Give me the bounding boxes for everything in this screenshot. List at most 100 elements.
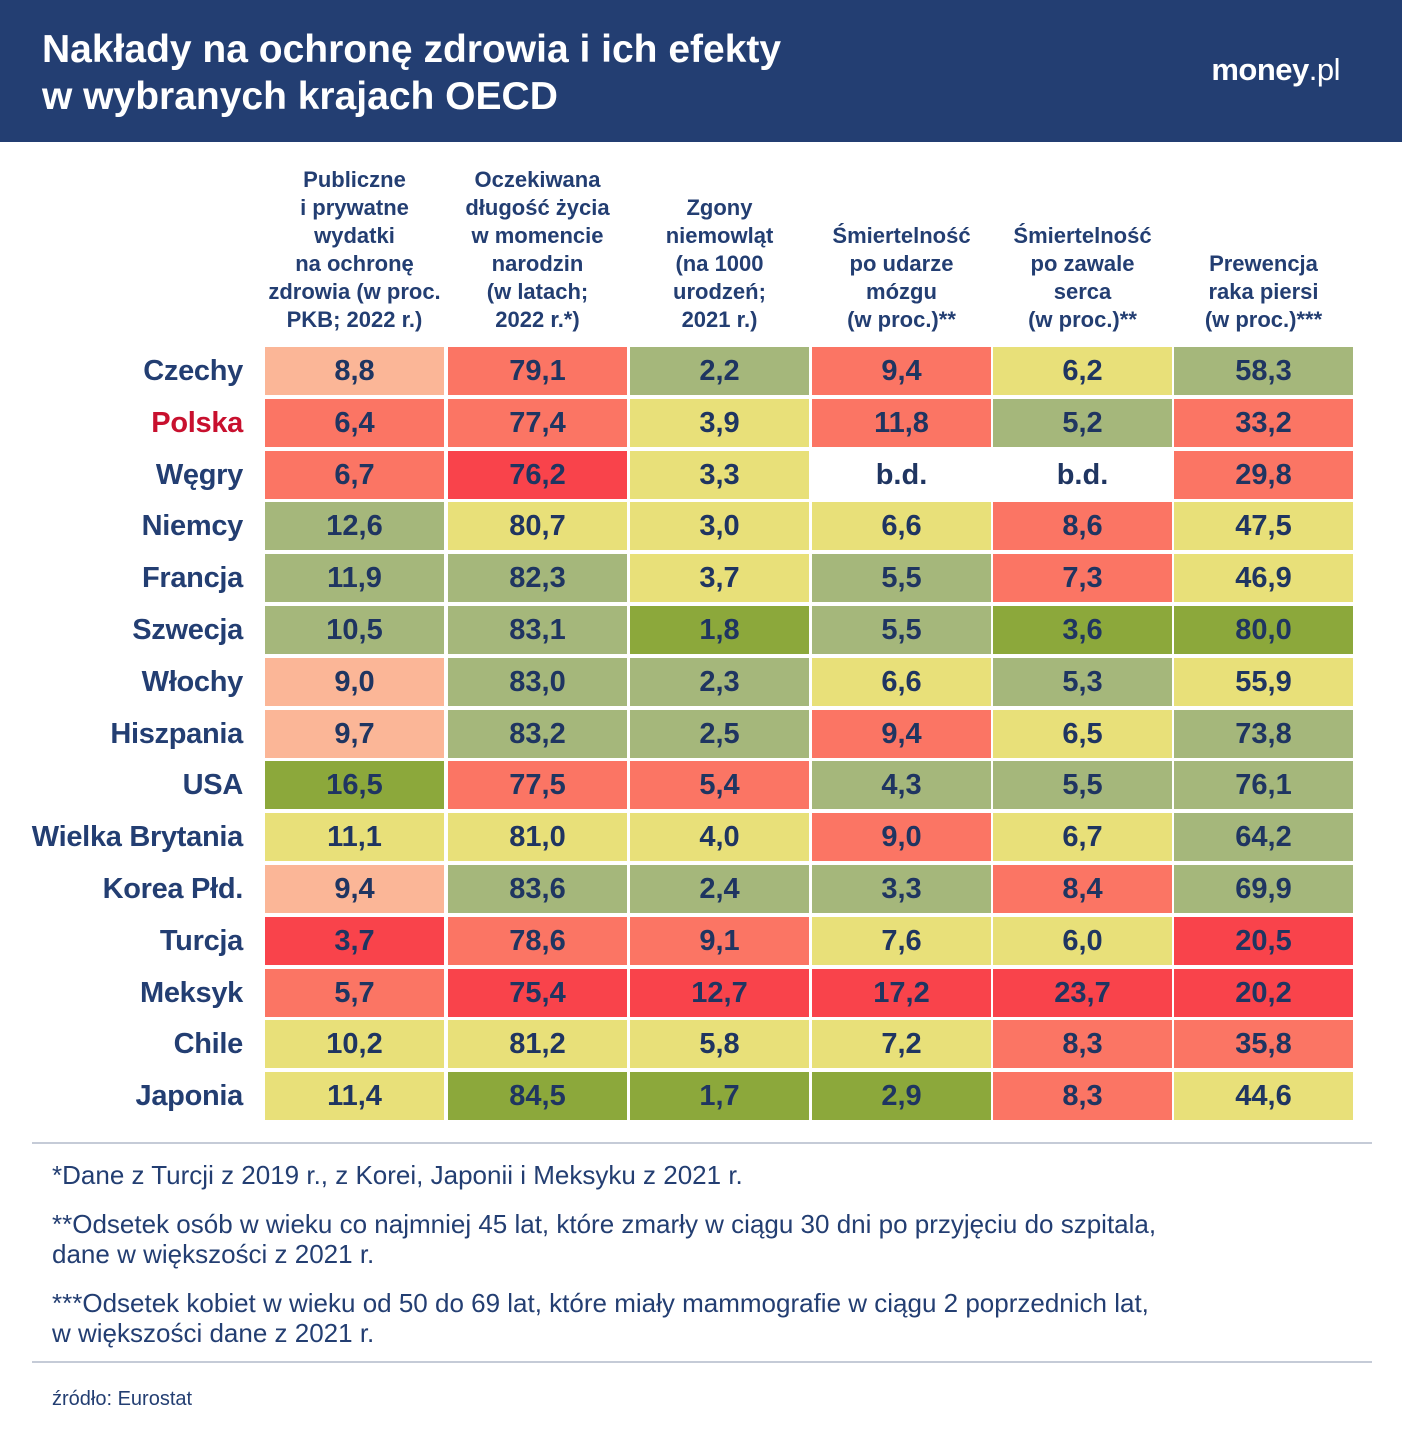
- table-cell: 10,2: [265, 1020, 444, 1068]
- row-label: Czechy: [143, 355, 243, 387]
- table-cell: 5,7: [265, 969, 444, 1017]
- table-cell: 5,5: [993, 761, 1172, 809]
- table-cell: b.d.: [993, 451, 1172, 499]
- table-cell: 79,1: [448, 347, 627, 395]
- table-cell: 6,5: [993, 710, 1172, 758]
- table-cell: 2,5: [630, 710, 809, 758]
- table-cell: 29,8: [1174, 451, 1353, 499]
- table-cell: 9,0: [812, 813, 991, 861]
- table-cell: 9,1: [630, 917, 809, 965]
- row-label: Szwecja: [132, 614, 243, 646]
- table-cell: 73,8: [1174, 710, 1353, 758]
- table-cell: 6,2: [993, 347, 1172, 395]
- table-cell: 5,5: [812, 606, 991, 654]
- table-cell: 10,5: [265, 606, 444, 654]
- divider-top: [32, 1142, 1372, 1144]
- column-header-6: Prewencja raka piersi (w proc.)***: [1204, 251, 1323, 332]
- table-cell: 6,7: [993, 813, 1172, 861]
- table-cell: 11,1: [265, 813, 444, 861]
- table-cell: 81,2: [448, 1020, 627, 1068]
- row-label: Chile: [173, 1028, 244, 1060]
- table-cell: 6,7: [265, 451, 444, 499]
- table-cell: 1,8: [630, 606, 809, 654]
- table-cell: 77,4: [448, 399, 627, 447]
- table-cell: 9,4: [812, 347, 991, 395]
- table-cell: 3,6: [993, 606, 1172, 654]
- table-cell: 11,8: [812, 399, 991, 447]
- row-label: Japonia: [135, 1080, 244, 1112]
- table-cell: 35,8: [1174, 1020, 1353, 1068]
- table-cell: 2,9: [812, 1072, 991, 1120]
- table-cell: 2,2: [630, 347, 809, 395]
- table-cell: 46,9: [1174, 554, 1353, 602]
- row-label: Niemcy: [141, 510, 244, 542]
- table-cell: 64,2: [1174, 813, 1353, 861]
- table-cell: 1,7: [630, 1072, 809, 1120]
- footnote-2: **Odsetek osób w wieku co najmniej 45 la…: [52, 1209, 1157, 1269]
- table-cell: 7,6: [812, 917, 991, 965]
- table-cell: 83,0: [448, 658, 627, 706]
- row-label: Węgry: [155, 459, 243, 491]
- column-header-5: Śmiertelność po zawale serca (w proc.)**: [1013, 223, 1152, 332]
- table-cell: b.d.: [812, 451, 991, 499]
- table-cell: 84,5: [448, 1072, 627, 1120]
- table-cell: 7,2: [812, 1020, 991, 1068]
- brand-logo: money.pl: [1211, 52, 1340, 88]
- title-line-2: w wybranych krajach OECD: [42, 75, 558, 118]
- column-header-1: Publiczne i prywatne wydatki na ochronę …: [268, 167, 441, 332]
- table-cell: 8,8: [265, 347, 444, 395]
- footnote-3: ***Odsetek kobiet w wieku od 50 do 69 la…: [52, 1288, 1149, 1348]
- table-cell: 82,3: [448, 554, 627, 602]
- table-cell: 3,7: [265, 917, 444, 965]
- table-cell: 9,4: [812, 710, 991, 758]
- table-cell: 3,3: [812, 865, 991, 913]
- table-cell: 3,7: [630, 554, 809, 602]
- table-cell: 6,4: [265, 399, 444, 447]
- row-label: Polska: [151, 407, 243, 439]
- table-cell: 8,3: [993, 1072, 1172, 1120]
- table-cell: 2,4: [630, 865, 809, 913]
- table-cell: 5,2: [993, 399, 1172, 447]
- table-cell: 58,3: [1174, 347, 1353, 395]
- table-cell: 44,6: [1174, 1072, 1353, 1120]
- row-label: Turcja: [159, 925, 243, 957]
- table-cell: 76,2: [448, 451, 627, 499]
- table-cell: 2,3: [630, 658, 809, 706]
- table-cell: 6,6: [812, 502, 991, 550]
- table-cell: 3,3: [630, 451, 809, 499]
- table-cell: 11,9: [265, 554, 444, 602]
- row-label: Hiszpania: [110, 718, 243, 750]
- column-header-2: Oczekiwana długość życia w momencie naro…: [465, 167, 610, 332]
- footnote-1: *Dane z Turcji z 2019 r., z Korei, Japon…: [52, 1160, 743, 1190]
- chart-title: Nakłady na ochronę zdrowia i ich efekty …: [42, 26, 1042, 120]
- table-cell: 4,0: [630, 813, 809, 861]
- table-cell: 75,4: [448, 969, 627, 1017]
- table-cell: 8,3: [993, 1020, 1172, 1068]
- table-cell: 5,3: [993, 658, 1172, 706]
- table-cell: 3,9: [630, 399, 809, 447]
- table-cell: 8,6: [993, 502, 1172, 550]
- logo-main: money: [1211, 52, 1309, 87]
- title-line-1: Nakłady na ochronę zdrowia i ich efekty: [42, 28, 782, 71]
- table-cell: 8,4: [993, 865, 1172, 913]
- row-label: USA: [182, 769, 244, 801]
- table-cell: 4,3: [812, 761, 991, 809]
- table-cell: 9,7: [265, 710, 444, 758]
- table-cell: 9,4: [265, 865, 444, 913]
- table-cell: 78,6: [448, 917, 627, 965]
- table-cell: 83,6: [448, 865, 627, 913]
- table-cell: 5,5: [812, 554, 991, 602]
- table-cell: 33,2: [1174, 399, 1353, 447]
- table-cell: 47,5: [1174, 502, 1353, 550]
- column-header-4: Śmiertelność po udarze mózgu (w proc.)**: [832, 223, 971, 332]
- table-cell: 7,3: [993, 554, 1172, 602]
- row-label: Meksyk: [140, 977, 243, 1009]
- table-cell: 23,7: [993, 969, 1172, 1017]
- table-cell: 69,9: [1174, 865, 1353, 913]
- table-cell: 80,7: [448, 502, 627, 550]
- table-cell: 81,0: [448, 813, 627, 861]
- table-cell: 6,6: [812, 658, 991, 706]
- table-cell: 17,2: [812, 969, 991, 1017]
- table-cell: 5,8: [630, 1020, 809, 1068]
- source-note: źródło: Eurostat: [52, 1388, 193, 1410]
